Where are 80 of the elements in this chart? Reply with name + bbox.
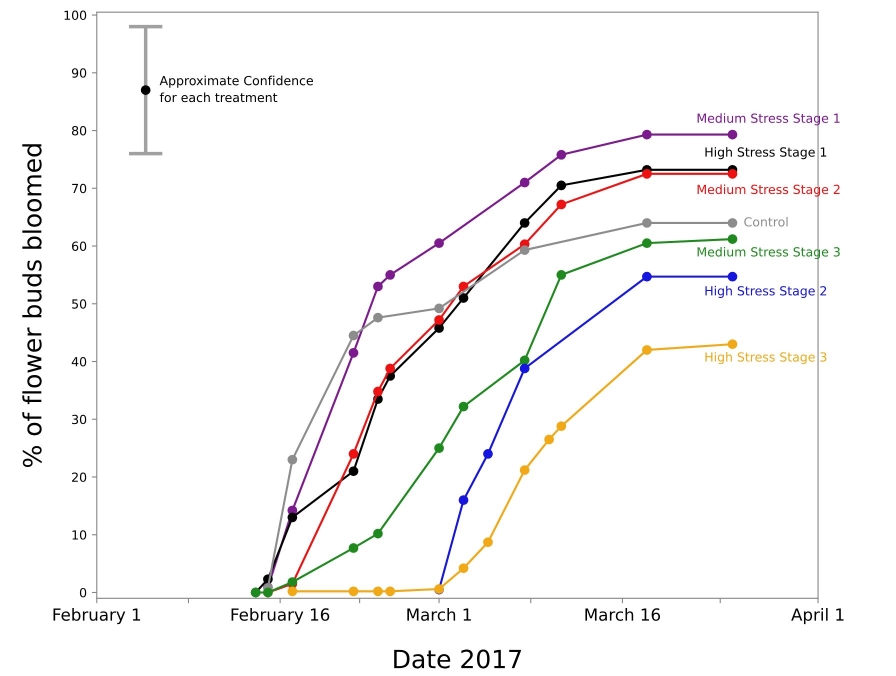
point bbox=[556, 180, 566, 190]
point bbox=[642, 238, 652, 248]
point bbox=[434, 304, 444, 314]
point bbox=[458, 563, 468, 574]
x-tick-label: April 1 bbox=[791, 608, 844, 624]
point bbox=[385, 270, 396, 280]
point bbox=[348, 449, 358, 459]
point bbox=[434, 323, 444, 333]
y-tick-label: 0 bbox=[80, 588, 86, 598]
point bbox=[288, 586, 298, 596]
point bbox=[642, 272, 652, 282]
series-label: Approximate Confidence for each treatment bbox=[160, 76, 313, 102]
point bbox=[434, 238, 444, 248]
point bbox=[520, 218, 530, 228]
point bbox=[728, 130, 738, 140]
point bbox=[728, 234, 738, 244]
point bbox=[483, 537, 493, 548]
y-tick-label: 20 bbox=[72, 472, 86, 482]
series-label: Medium Stress Stage 2 bbox=[698, 184, 840, 197]
point bbox=[373, 282, 383, 292]
point bbox=[434, 315, 444, 325]
point bbox=[483, 449, 493, 459]
x-tick-label: March 16 bbox=[585, 608, 660, 621]
point bbox=[373, 528, 383, 538]
y-tick-label: 80 bbox=[72, 126, 86, 136]
point bbox=[556, 200, 566, 210]
point bbox=[373, 386, 383, 396]
point bbox=[458, 402, 468, 412]
point bbox=[458, 293, 468, 303]
x-tick-label: February 1 bbox=[54, 608, 140, 624]
point bbox=[642, 130, 652, 140]
point bbox=[728, 339, 738, 350]
y-tick-label: 10 bbox=[72, 530, 86, 540]
point bbox=[288, 512, 298, 522]
x-tick-label: March 1 bbox=[407, 608, 471, 621]
point bbox=[348, 348, 358, 358]
point bbox=[728, 272, 738, 282]
y-tick-label: 30 bbox=[72, 414, 86, 424]
series-label: High Stress Stage 3 bbox=[705, 352, 826, 364]
y-tick-label: 50 bbox=[72, 299, 86, 309]
point bbox=[642, 218, 652, 228]
point bbox=[348, 466, 358, 476]
y-axis-title: % of flower buds bloomed bbox=[22, 144, 42, 468]
x-tick-label: February 16 bbox=[232, 608, 330, 624]
y-tick-label: 90 bbox=[72, 68, 86, 78]
point bbox=[458, 282, 468, 292]
point bbox=[556, 270, 566, 280]
series-label: Medium Stress Stage 1 bbox=[698, 113, 840, 126]
point bbox=[434, 443, 444, 453]
series-label: High Stress Stage 1 bbox=[705, 147, 826, 160]
point bbox=[373, 312, 383, 322]
point bbox=[348, 330, 358, 340]
point bbox=[520, 364, 530, 374]
y-tick-label: 60 bbox=[72, 242, 86, 251]
point bbox=[728, 218, 738, 228]
point bbox=[385, 586, 396, 596]
series-label: Medium Stress Stage 3 bbox=[698, 246, 840, 260]
point bbox=[458, 495, 468, 505]
y-tick-label: 40 bbox=[72, 356, 86, 366]
point bbox=[373, 586, 383, 596]
point bbox=[556, 421, 566, 432]
point bbox=[140, 85, 151, 95]
series-label: High Stress Stage 2 bbox=[705, 286, 826, 298]
y-tick-label: 100 bbox=[64, 10, 86, 20]
point bbox=[642, 168, 652, 179]
y-tick-label: 70 bbox=[72, 184, 86, 194]
point bbox=[348, 543, 358, 553]
point bbox=[348, 586, 358, 596]
point bbox=[520, 245, 530, 255]
point bbox=[520, 465, 530, 475]
point bbox=[520, 355, 530, 366]
point bbox=[544, 434, 554, 444]
point bbox=[556, 150, 566, 160]
point bbox=[728, 168, 738, 179]
series-label: Control bbox=[744, 216, 788, 227]
point bbox=[385, 364, 396, 374]
point bbox=[642, 345, 652, 355]
point bbox=[288, 454, 298, 465]
x-axis-title: Date 2017 bbox=[394, 650, 521, 668]
point bbox=[520, 178, 530, 188]
